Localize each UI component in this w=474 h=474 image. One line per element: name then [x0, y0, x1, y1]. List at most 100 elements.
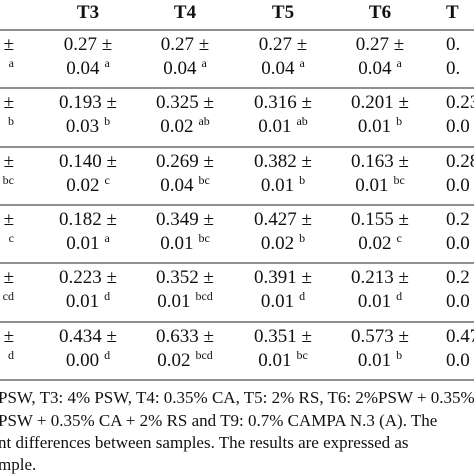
- cell-letter: cd: [3, 289, 14, 303]
- cell-line: 0.163 ±: [351, 151, 409, 172]
- cell-line: 0.2: [446, 267, 470, 288]
- cell-value: 0.47: [446, 326, 474, 347]
- cell-error: 0.0: [446, 175, 470, 196]
- cell-letter: a: [299, 56, 305, 70]
- cell-line: 0.633 ±: [156, 326, 214, 347]
- cell-value: ±: [4, 34, 14, 55]
- cell-error: 0.02: [261, 233, 294, 254]
- cell-letter: a: [396, 56, 402, 70]
- cell-letter: c: [396, 231, 401, 245]
- cell-error: 0.04: [358, 58, 392, 79]
- cell-line: 0.02 b: [261, 231, 305, 255]
- cell-value: 0.27 ±: [64, 34, 112, 55]
- cell-value: 0.27 ±: [161, 34, 209, 55]
- cell-value: 0.: [446, 34, 460, 55]
- cell-line: 0.0: [446, 175, 470, 196]
- cell-letter: b: [8, 114, 14, 128]
- cell-value: ±: [4, 267, 14, 288]
- cell-line: 0.04 a: [66, 56, 110, 80]
- cell-line: d: [8, 348, 14, 362]
- cell-line: 0.02 bcd: [157, 348, 213, 372]
- cell-line: 0.28: [446, 151, 474, 172]
- cell-value: 0.193 ±: [59, 92, 117, 113]
- cell-line: 0.325 ±: [156, 92, 214, 113]
- cell-line: 0.27 ±: [259, 34, 307, 55]
- cell-line: 0.01 b: [358, 114, 402, 138]
- cell-value: 0.351 ±: [254, 326, 312, 347]
- cell-value: ±: [4, 209, 14, 230]
- cell-value: 0.27 ±: [356, 34, 404, 55]
- cell-letter: bc: [3, 173, 14, 187]
- cell-line: 0.01 d: [261, 289, 305, 313]
- cell-line: 0.00 d: [66, 348, 110, 372]
- cell-line: cd: [3, 289, 14, 303]
- cell-line: 0.382 ±: [254, 151, 312, 172]
- cell-line: 0.0: [446, 116, 470, 137]
- cell-error: 0.01: [261, 175, 294, 196]
- cell-error: 0.01: [160, 233, 193, 254]
- cell-error: 0.02: [160, 116, 193, 137]
- cell-error: 0.02: [358, 233, 391, 254]
- cell-value: 0.269 ±: [156, 151, 214, 172]
- cell-line: 0.01 ab: [258, 114, 308, 138]
- cell-value: 0.213 ±: [351, 267, 409, 288]
- cell-line: 0.573 ±: [351, 326, 409, 347]
- cell-value: 0.2: [446, 209, 470, 230]
- cell-line: ±: [4, 151, 14, 172]
- cell-line: 0.04 a: [358, 56, 402, 80]
- cell-error: 0.01: [157, 291, 190, 312]
- cell-line: 0.: [446, 58, 460, 79]
- cell-line: c: [9, 231, 14, 245]
- cell-letter: ab: [296, 114, 307, 128]
- cell-value: 0.325 ±: [156, 92, 214, 113]
- cell-value: 0.382 ±: [254, 151, 312, 172]
- footnote-line: PSW, T3: 4% PSW, T4: 0.35% CA, T5: 2% RS…: [0, 388, 474, 407]
- column-header: T4: [174, 2, 197, 23]
- cell-line: 0.23: [446, 92, 474, 113]
- cell-error: 0.0: [446, 233, 470, 254]
- cell-error: 0.03: [66, 116, 99, 137]
- cell-line: 0.27 ±: [356, 34, 404, 55]
- cell-value: 0.155 ±: [351, 209, 409, 230]
- cell-line: 0.04 a: [163, 56, 207, 80]
- cell-error: 0.01: [258, 350, 291, 371]
- footnote-text: mple.: [0, 455, 36, 474]
- cell-line: 0.01 d: [358, 289, 402, 313]
- cell-value: 0.23: [446, 92, 474, 113]
- cell-line: 0.316 ±: [254, 92, 312, 113]
- cell-value: 0.434 ±: [59, 326, 117, 347]
- cell-line: 0.0: [446, 233, 470, 254]
- cell-value: 0.316 ±: [254, 92, 312, 113]
- cell-error: 0.04: [66, 58, 100, 79]
- cell-line: a: [9, 56, 15, 70]
- cell-letter: bcd: [195, 348, 212, 362]
- cell-error: 0.02: [66, 175, 99, 196]
- cell-error: 0.01: [358, 116, 391, 137]
- column-header: T: [446, 2, 459, 23]
- cell-letter: bc: [393, 173, 404, 187]
- cell-line: 0.193 ±: [59, 92, 117, 113]
- cell-line: 0.0: [446, 291, 470, 312]
- cell-line: ±: [4, 34, 14, 55]
- cell-letter: d: [396, 289, 402, 303]
- cell-letter: b: [396, 348, 402, 362]
- header-text: T3: [77, 2, 99, 23]
- cell-letter: d: [8, 348, 14, 362]
- cell-value: ±: [4, 151, 14, 172]
- cell-line: 0.2: [446, 209, 470, 230]
- column-header: T5: [272, 2, 294, 23]
- cell-line: 0.01 bc: [258, 348, 308, 372]
- footnote-text: PSW + 0.35% CA + 2% RS and T9: 0.7% CAMP…: [0, 411, 437, 430]
- cell-error: 0.0: [446, 291, 470, 312]
- cell-line: 0.155 ±: [351, 209, 409, 230]
- header-text: T: [446, 2, 459, 23]
- cell-line: 0.01 d: [66, 289, 110, 313]
- cell-line: ±: [4, 92, 14, 113]
- cell-error: 0.04: [163, 58, 197, 79]
- cell-line: 0.427 ±: [254, 209, 312, 230]
- cell-line: 0.01 bc: [160, 231, 210, 255]
- cell-letter: b: [299, 173, 305, 187]
- cell-line: 0.213 ±: [351, 267, 409, 288]
- cell-line: 0.201 ±: [351, 92, 409, 113]
